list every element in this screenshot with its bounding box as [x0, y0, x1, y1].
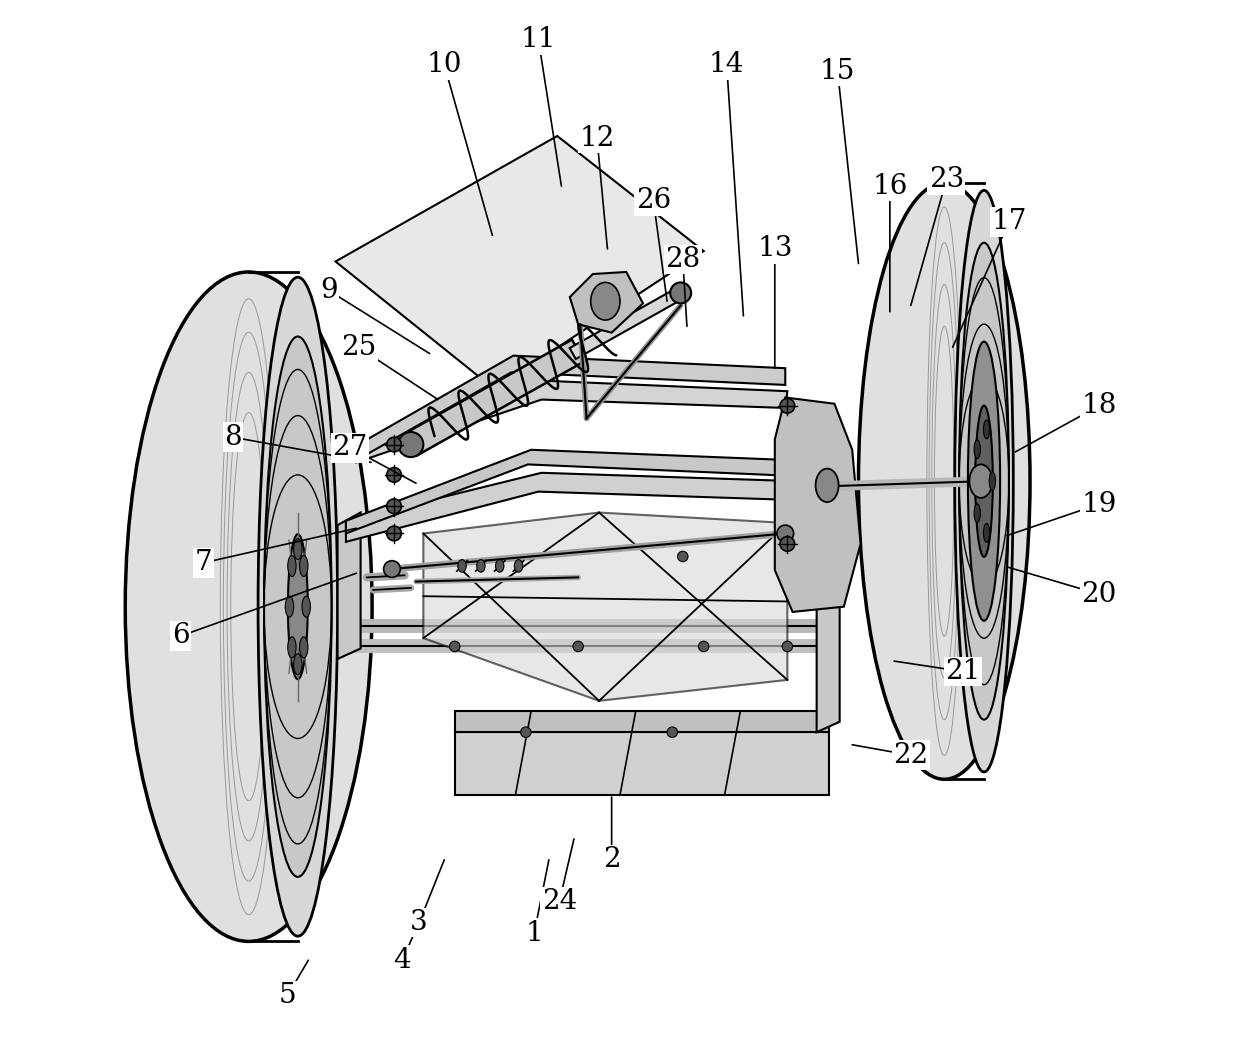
Ellipse shape — [387, 499, 402, 514]
Text: 6: 6 — [172, 622, 190, 650]
Text: 21: 21 — [945, 658, 981, 685]
Text: 12: 12 — [579, 124, 615, 152]
Ellipse shape — [398, 432, 423, 457]
Ellipse shape — [476, 560, 485, 572]
Ellipse shape — [777, 525, 794, 542]
Text: 7: 7 — [195, 549, 212, 576]
Polygon shape — [423, 513, 787, 701]
Text: 13: 13 — [758, 235, 792, 263]
Ellipse shape — [677, 551, 688, 562]
Ellipse shape — [780, 537, 795, 551]
Polygon shape — [346, 473, 796, 542]
Ellipse shape — [285, 596, 294, 617]
Text: 19: 19 — [1081, 491, 1117, 518]
Polygon shape — [817, 523, 839, 732]
Polygon shape — [455, 732, 830, 795]
Ellipse shape — [983, 420, 990, 439]
Ellipse shape — [383, 561, 401, 577]
Text: 16: 16 — [872, 173, 908, 200]
Ellipse shape — [573, 641, 583, 652]
Polygon shape — [337, 513, 361, 659]
Text: 23: 23 — [929, 166, 963, 194]
Polygon shape — [570, 272, 644, 333]
Ellipse shape — [780, 399, 795, 413]
Text: 8: 8 — [224, 424, 242, 451]
Ellipse shape — [698, 641, 709, 652]
Polygon shape — [346, 450, 794, 533]
Ellipse shape — [303, 596, 310, 617]
Ellipse shape — [300, 637, 308, 658]
Text: 17: 17 — [991, 208, 1027, 235]
Polygon shape — [775, 397, 861, 612]
Text: 24: 24 — [542, 888, 577, 915]
Text: 2: 2 — [603, 846, 620, 873]
Ellipse shape — [667, 727, 677, 737]
Ellipse shape — [258, 277, 337, 936]
Text: 28: 28 — [665, 246, 701, 273]
Polygon shape — [455, 711, 830, 732]
Ellipse shape — [294, 539, 303, 560]
Text: 5: 5 — [279, 982, 296, 1009]
Text: 26: 26 — [636, 187, 671, 214]
Ellipse shape — [288, 555, 296, 576]
Ellipse shape — [387, 468, 402, 482]
Ellipse shape — [970, 464, 992, 498]
Text: 22: 22 — [893, 742, 929, 769]
Polygon shape — [356, 356, 785, 460]
Text: 25: 25 — [341, 334, 376, 361]
Text: 1: 1 — [526, 919, 543, 947]
Ellipse shape — [670, 282, 691, 303]
Text: 18: 18 — [1081, 392, 1117, 419]
Ellipse shape — [990, 472, 996, 491]
Polygon shape — [404, 340, 584, 455]
Ellipse shape — [387, 437, 402, 452]
Ellipse shape — [975, 504, 981, 523]
Ellipse shape — [968, 342, 1001, 620]
Ellipse shape — [125, 272, 372, 941]
Text: 4: 4 — [393, 947, 412, 974]
Ellipse shape — [816, 469, 838, 502]
Text: 14: 14 — [709, 51, 744, 78]
Ellipse shape — [959, 243, 1009, 720]
Text: 3: 3 — [410, 909, 428, 936]
Ellipse shape — [300, 555, 308, 576]
Ellipse shape — [975, 439, 981, 458]
Polygon shape — [569, 288, 683, 359]
Ellipse shape — [264, 337, 331, 877]
Text: 15: 15 — [820, 58, 856, 85]
Ellipse shape — [515, 560, 523, 572]
Ellipse shape — [294, 654, 303, 675]
Text: 11: 11 — [521, 26, 557, 53]
Ellipse shape — [782, 641, 792, 652]
Ellipse shape — [955, 190, 1013, 772]
Ellipse shape — [288, 535, 308, 679]
Text: 20: 20 — [1081, 581, 1117, 608]
Ellipse shape — [858, 183, 1030, 779]
Ellipse shape — [521, 727, 531, 737]
Text: 27: 27 — [332, 434, 368, 461]
Polygon shape — [336, 136, 703, 389]
Ellipse shape — [983, 523, 990, 542]
Ellipse shape — [458, 560, 466, 572]
Text: 9: 9 — [320, 277, 339, 304]
Ellipse shape — [496, 560, 503, 572]
Ellipse shape — [387, 526, 402, 541]
Ellipse shape — [590, 282, 620, 320]
Text: 10: 10 — [427, 51, 463, 78]
Polygon shape — [356, 381, 787, 462]
Ellipse shape — [975, 406, 993, 556]
Ellipse shape — [288, 637, 296, 658]
Ellipse shape — [450, 641, 460, 652]
